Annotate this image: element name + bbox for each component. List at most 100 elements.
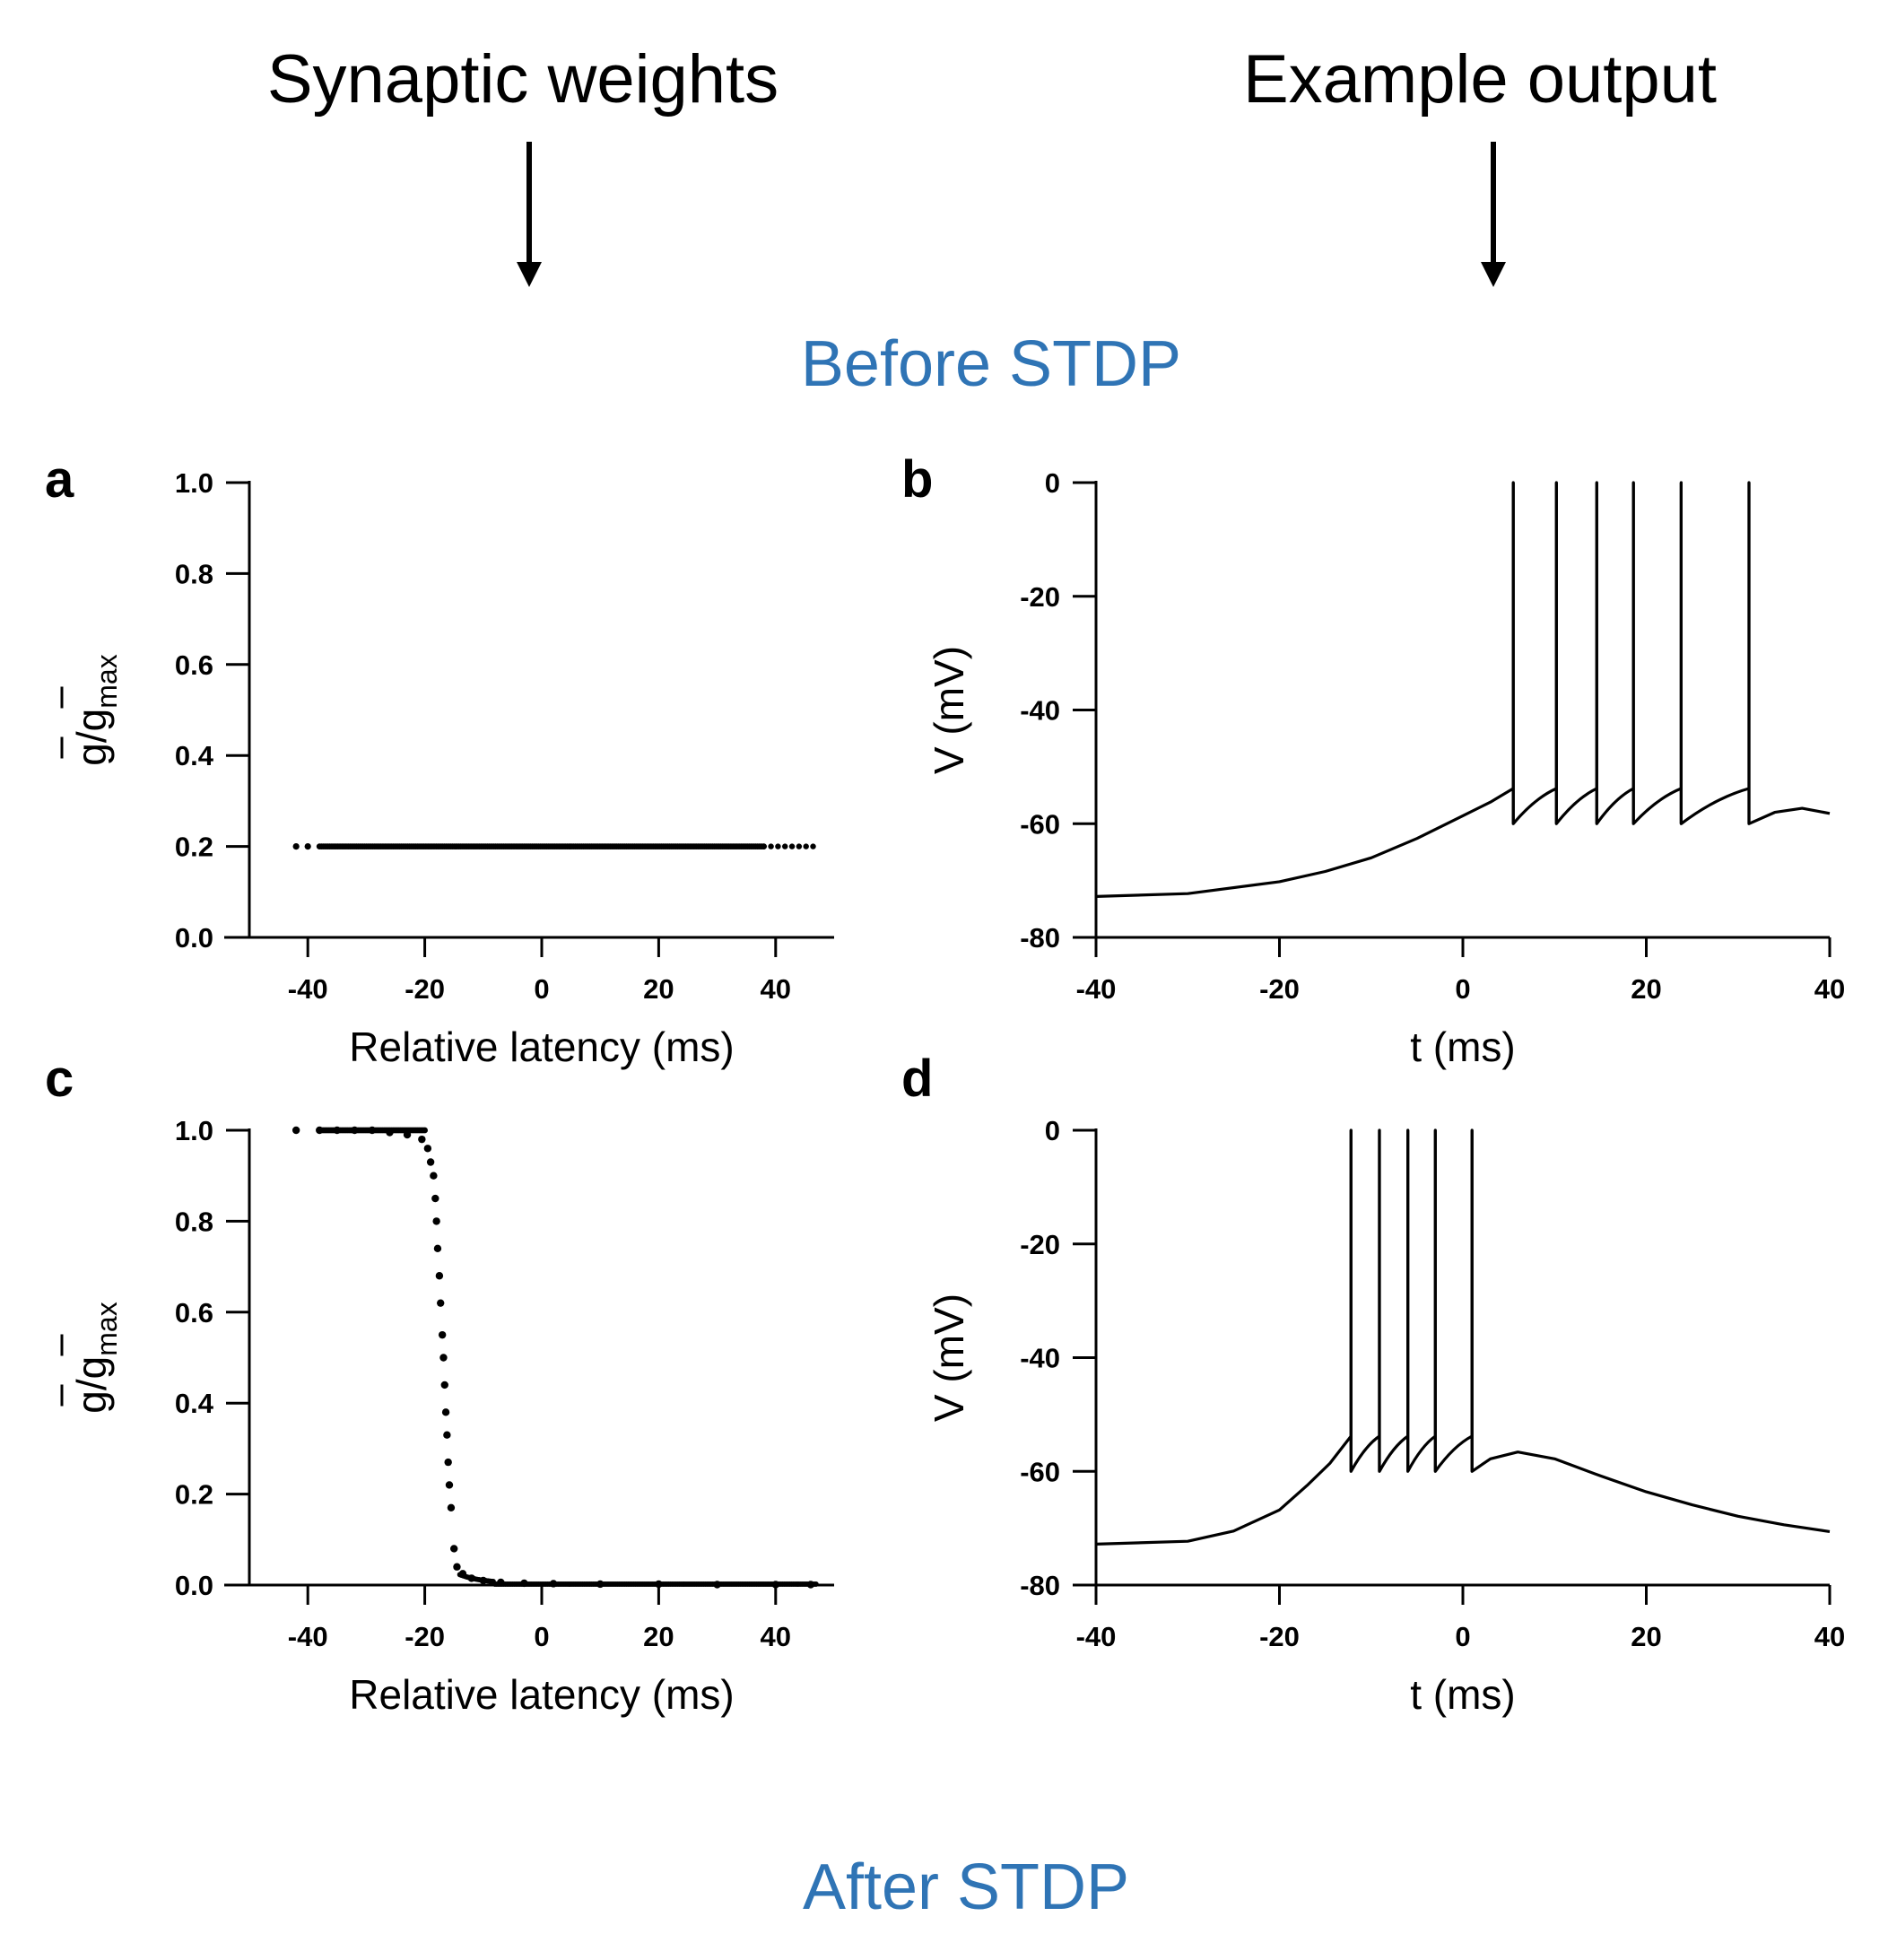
x-tick-label: 20 [1631, 1621, 1661, 1652]
x-tick-label: -20 [1259, 973, 1300, 1005]
data-point [497, 1578, 505, 1587]
x-tick-label: 0 [534, 1621, 549, 1652]
y-tick-label: 0 [1045, 1115, 1060, 1146]
data-point [423, 1145, 432, 1153]
x-tick-label: 0 [1455, 973, 1470, 1005]
x-tick-label: 0 [534, 973, 549, 1005]
y-tick-label: 1.0 [175, 467, 213, 499]
x-tick-label: 0 [1455, 1621, 1470, 1652]
x-tick-label: 40 [1814, 973, 1845, 1005]
data-point [418, 1135, 426, 1144]
panel-label: d [901, 1050, 933, 1108]
data-point [467, 1574, 475, 1582]
x-tick-label: -40 [1076, 1621, 1117, 1652]
data-point [386, 1128, 394, 1137]
data-point [444, 1458, 452, 1467]
y-tick-label: 0.4 [175, 740, 214, 771]
y-axis-label: g/gmax [68, 1302, 123, 1413]
y-tick-label: 0.6 [175, 1297, 213, 1328]
panel-b-voltage-trace-before: b -80 -60 -40 -20 0 -40 -20 0 20 40 t (ms) V (mV) [901, 450, 1845, 1070]
data-point [430, 1172, 438, 1180]
section-label-before-stdp: Before STDP [801, 328, 1181, 400]
x-tick-label: 20 [643, 973, 674, 1005]
data-point [445, 1481, 454, 1489]
data-point [655, 1580, 663, 1589]
x-tick-label: 20 [643, 1621, 674, 1652]
data-point [813, 1581, 819, 1587]
y-tick-label: 0.6 [175, 649, 213, 681]
data-point [450, 1545, 458, 1553]
y-tick-label: 0.8 [175, 1206, 213, 1237]
data-point [432, 1217, 440, 1225]
data-point [426, 1158, 435, 1166]
data-point [810, 843, 816, 849]
y-tick-label: -80 [1020, 1570, 1060, 1601]
data-point [438, 1330, 447, 1339]
y-tick-label: 0.8 [175, 558, 213, 589]
data-point [435, 1272, 444, 1280]
y-tick-label: 0.2 [175, 832, 213, 863]
x-axis-label: t (ms) [1410, 1024, 1516, 1070]
data-point [520, 1579, 528, 1588]
data-point [333, 1126, 341, 1135]
data-point [761, 843, 767, 849]
data-point [768, 843, 774, 849]
x-axis-label: t (ms) [1410, 1671, 1516, 1718]
x-tick-label: -40 [288, 1621, 328, 1652]
panel-a-synaptic-weights-before: a 0.0 0.2 0.4 0.6 0.8 1.0 -40 -20 0 20 40 Relative l… [45, 450, 834, 1070]
data-point [422, 1127, 428, 1134]
data-point [292, 843, 300, 850]
data-point [549, 1580, 558, 1588]
data-point [351, 1126, 359, 1135]
data-point [782, 843, 788, 849]
data-point [441, 1408, 450, 1416]
section-label-after-stdp: After STDP [803, 1851, 1129, 1923]
data-point [806, 1581, 815, 1589]
y-tick-label: 1.0 [175, 1115, 213, 1146]
y-axis-label: g/gmax [68, 654, 123, 765]
x-tick-label: -40 [1076, 973, 1117, 1005]
y-tick-label: -20 [1020, 1229, 1060, 1260]
x-tick-label: -20 [405, 1621, 445, 1652]
data-point [368, 1126, 377, 1135]
x-tick-label: 20 [1631, 973, 1661, 1005]
x-axis-label: Relative latency (ms) [349, 1671, 734, 1718]
data-point [596, 1580, 605, 1589]
header-example-output: Example output [1243, 41, 1717, 118]
y-tick-label: -60 [1020, 1456, 1060, 1487]
y-tick-label: 0 [1045, 467, 1060, 499]
y-tick-label: 0.2 [175, 1479, 213, 1511]
x-tick-label: 40 [761, 973, 791, 1005]
data-point [771, 1581, 779, 1589]
data-point [775, 843, 781, 849]
y-tick-label: -20 [1020, 581, 1060, 613]
data-point [803, 843, 809, 849]
arrow-down-left [517, 142, 542, 287]
y-axis-label: V (mV) [926, 646, 972, 774]
y-tick-label: 0.0 [175, 922, 213, 954]
x-tick-label: -40 [288, 973, 328, 1005]
x-tick-label: 40 [1814, 1621, 1845, 1652]
y-tick-label: 0.0 [175, 1570, 213, 1601]
voltage-trace [1095, 1128, 1831, 1546]
y-tick-label: -60 [1020, 808, 1060, 840]
y-tick-label: -40 [1020, 1343, 1060, 1374]
data-point [440, 1381, 448, 1389]
y-axis-label: V (mV) [926, 1294, 972, 1422]
data-point [433, 1244, 442, 1253]
data-point [788, 843, 796, 849]
data-point [437, 1299, 445, 1307]
data-point [458, 1570, 467, 1578]
y-tick-label: -80 [1020, 922, 1060, 954]
panel-label: a [45, 450, 74, 509]
x-tick-label: -20 [1259, 1621, 1300, 1652]
y-tick-label: 0.4 [175, 1388, 214, 1419]
data-point [443, 1431, 451, 1439]
y-tick-label: -40 [1020, 695, 1060, 727]
panel-label: b [901, 450, 933, 509]
data-point [796, 843, 803, 849]
arrow-down-right [1481, 142, 1506, 287]
data-point [304, 843, 311, 850]
x-tick-label: -20 [405, 973, 445, 1005]
